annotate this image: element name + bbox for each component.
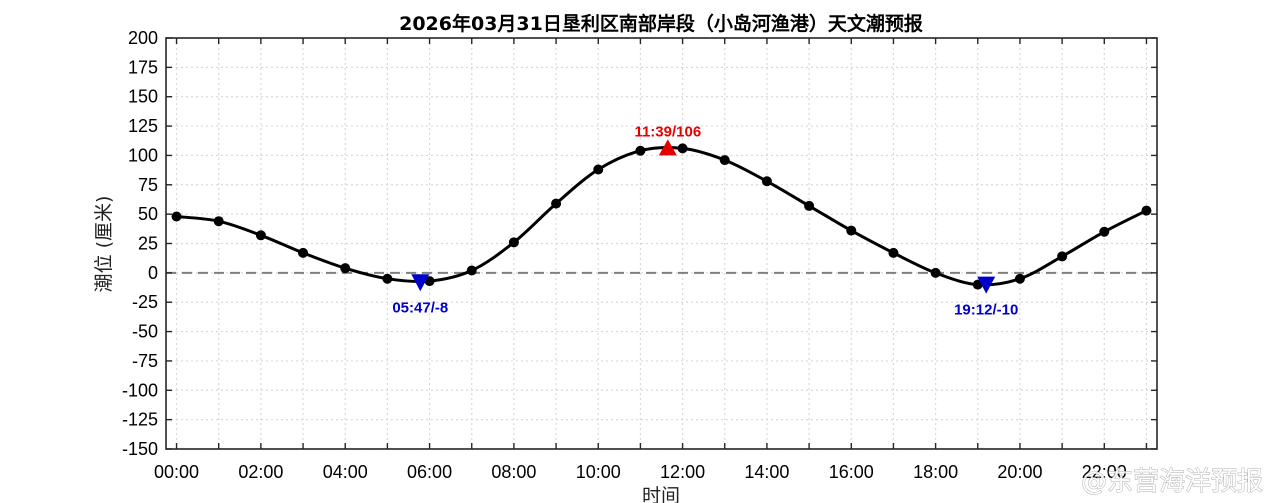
x-tick-label: 22:00 (1082, 462, 1127, 482)
hourly-point (171, 211, 182, 222)
y-tick-label: -25 (132, 292, 158, 312)
x-tick-label: 06:00 (407, 462, 452, 482)
grid-lines (166, 37, 1157, 450)
x-tick-label: 18:00 (913, 462, 958, 482)
hourly-point (551, 198, 562, 209)
low-tide-marker (977, 276, 996, 294)
hourly-point (930, 267, 941, 278)
y-tick-label: -75 (132, 351, 158, 371)
y-tick-label: 75 (138, 175, 158, 195)
hourly-point (761, 176, 772, 187)
hourly-point (888, 247, 899, 258)
hourly-point (635, 145, 646, 156)
hourly-point (804, 200, 815, 211)
y-tick-label: 25 (138, 234, 158, 254)
x-tick-label: 10:00 (576, 462, 621, 482)
low-tide-marker (411, 274, 430, 292)
hourly-point (213, 216, 224, 227)
y-tick-label: 50 (138, 204, 158, 224)
hourly-point (593, 164, 604, 175)
x-tick-label: 00:00 (154, 462, 199, 482)
y-axis-ticks: 200 175 150 125 100 75 50 25 0 -25 -50 -75 -100 -125 -… (122, 28, 1157, 459)
x-tick-label: 14:00 (744, 462, 789, 482)
chart-title: 2026年03月31日垦利区南部岸段（小岛河渔港）天文潮预报 (399, 12, 923, 35)
y-tick-label: 150 (128, 87, 158, 107)
y-tick-label: -50 (132, 322, 158, 342)
hourly-points (171, 143, 1152, 290)
y-tick-label: 100 (128, 145, 158, 165)
hourly-point (846, 225, 857, 236)
hourly-point (466, 265, 477, 276)
y-tick-label: -150 (122, 439, 158, 459)
x-tick-label: 04:00 (323, 462, 368, 482)
low-tide-label: 05:47/-8 (392, 299, 448, 316)
watermark: @东营海洋预报 (1081, 467, 1263, 497)
hourly-point (508, 237, 519, 248)
hourly-point (1099, 226, 1110, 237)
x-tick-label: 08:00 (491, 462, 536, 482)
x-tick-label: 16:00 (829, 462, 874, 482)
extreme-annotations: 11:39/106 05:47/-8 19:12/-10 (392, 123, 1018, 318)
low-tide-label: 19:12/-10 (954, 302, 1018, 319)
hourly-point (382, 273, 393, 284)
y-tick-label: 200 (128, 28, 158, 48)
y-tick-label: -125 (122, 410, 158, 430)
y-axis-label: 潮位 (厘米) (93, 196, 115, 293)
hourly-point (1057, 251, 1068, 262)
y-tick-label: 125 (128, 116, 158, 136)
hourly-point (340, 263, 351, 274)
high-tide-label: 11:39/106 (634, 123, 701, 140)
x-axis-ticks: 00:00 02:00 04:00 06:00 08:00 10:00 12:00 14:00… (154, 38, 1148, 482)
y-tick-label: 0 (148, 263, 158, 283)
high-tide-marker (658, 139, 677, 156)
x-tick-label: 12:00 (660, 462, 705, 482)
hourly-point (677, 143, 688, 154)
y-tick-label: 175 (128, 57, 158, 77)
x-tick-label: 20:00 (997, 462, 1042, 482)
hourly-point (424, 276, 435, 287)
hourly-point (1014, 273, 1025, 284)
hourly-point (298, 247, 309, 258)
hourly-point (255, 230, 266, 241)
hourly-point (1141, 205, 1152, 216)
x-tick-label: 02:00 (238, 462, 283, 482)
hourly-point (719, 155, 730, 166)
x-axis-label: 时间 (642, 485, 680, 503)
y-tick-label: -100 (122, 380, 158, 400)
